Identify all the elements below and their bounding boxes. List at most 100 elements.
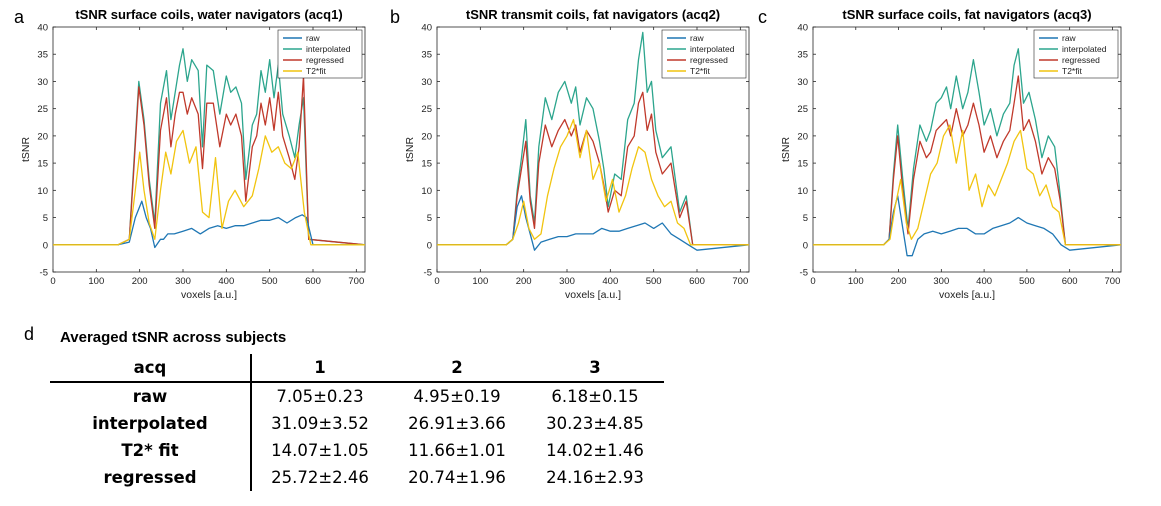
- y-tick-label: 30: [797, 77, 808, 88]
- y-tick-label: 10: [421, 186, 432, 197]
- header-acq3: 3: [526, 354, 664, 383]
- x-tick-label: 500: [262, 276, 278, 287]
- x-tick-label: 600: [1062, 276, 1078, 287]
- chart-panel-1: a tSNR surface coils, water navigators (a…: [14, 7, 366, 301]
- chart-title: tSNR surface coils, water navigators (ac…: [75, 7, 342, 22]
- y-tick-label: 15: [37, 159, 48, 170]
- table-title: Averaged tSNR across subjects: [60, 329, 287, 346]
- series-line-interpolated: [813, 48, 1121, 246]
- series-line-regressed: [437, 91, 749, 246]
- series-line-raw: [53, 200, 365, 249]
- cell: 25.72±2.46: [271, 468, 369, 487]
- x-tick-label: 700: [1105, 276, 1121, 287]
- legend-entry: raw: [690, 33, 705, 43]
- y-axis-label: tSNR: [20, 137, 32, 163]
- x-tick-label: 200: [516, 276, 532, 287]
- y-tick-label: 25: [37, 104, 48, 115]
- cell: 4.95±0.19: [413, 387, 501, 406]
- cell: 24.16±2.93: [546, 468, 644, 487]
- header-acq: acq: [50, 354, 252, 383]
- y-tick-label: 35: [37, 50, 48, 61]
- legend-entry: interpolated: [690, 44, 735, 54]
- y-tick-label: -5: [40, 268, 48, 279]
- x-axis-label: voxels [a.u.]: [939, 289, 995, 301]
- legend-entry: interpolated: [1062, 44, 1107, 54]
- legend-entry: interpolated: [306, 44, 351, 54]
- chart-panel-3: c tSNR surface coils, fat navigators (acq…: [758, 7, 1122, 301]
- x-tick-label: 400: [602, 276, 618, 287]
- x-axis-label: voxels [a.u.]: [565, 289, 621, 301]
- chart-panel-2: b tSNR transmit coils, fat navigators (ac…: [390, 7, 750, 301]
- header-acq1: 1: [251, 354, 388, 383]
- x-tick-label: 700: [732, 276, 748, 287]
- y-tick-label: -5: [800, 268, 808, 279]
- table-header-row: acq 1 2 3: [50, 354, 664, 383]
- row-label: T2* fit: [50, 437, 252, 464]
- table-row: raw 7.05±0.23 4.95±0.19 6.18±0.15: [50, 382, 664, 410]
- y-tick-label: 30: [37, 77, 48, 88]
- y-tick-label: 5: [427, 213, 432, 224]
- y-tick-label: 25: [797, 104, 808, 115]
- chart-title: tSNR transmit coils, fat navigators (acq…: [466, 7, 720, 22]
- cell: 20.74±1.96: [408, 468, 506, 487]
- x-tick-label: 200: [132, 276, 148, 287]
- y-tick-label: 10: [797, 186, 808, 197]
- x-tick-label: 100: [848, 276, 864, 287]
- row-label: raw: [50, 382, 252, 410]
- panel-letter: a: [14, 7, 25, 27]
- y-tick-label: 40: [797, 23, 808, 34]
- y-tick-label: 0: [427, 240, 432, 251]
- series-line-t2fit: [437, 118, 749, 246]
- legend-entry: regressed: [690, 55, 728, 65]
- x-tick-label: 500: [1019, 276, 1035, 287]
- cell: 31.09±3.52: [271, 414, 369, 433]
- header-acq2: 2: [388, 354, 526, 383]
- y-tick-label: 40: [37, 23, 48, 34]
- charts-figure: a tSNR surface coils, water navigators (a…: [14, 7, 1122, 301]
- x-tick-label: 300: [933, 276, 949, 287]
- series-line-raw: [813, 195, 1121, 257]
- y-tick-label: 30: [421, 77, 432, 88]
- x-tick-label: 600: [305, 276, 321, 287]
- x-tick-label: 100: [88, 276, 104, 287]
- x-tick-label: 700: [348, 276, 364, 287]
- table-row: regressed 25.72±2.46 20.74±1.96 24.16±2.…: [50, 464, 664, 491]
- y-tick-label: 5: [803, 213, 808, 224]
- y-tick-label: 0: [43, 240, 48, 251]
- cell: 7.05±0.23: [276, 387, 364, 406]
- legend-entry: raw: [1062, 33, 1077, 43]
- cell: 30.23±4.85: [546, 414, 644, 433]
- x-tick-label: 400: [218, 276, 234, 287]
- legend-entry: raw: [306, 33, 321, 43]
- panel-letter: b: [390, 7, 400, 27]
- legend-entry: T2*fit: [690, 66, 710, 76]
- table-row: interpolated 31.09±3.52 26.91±3.66 30.23…: [50, 410, 664, 437]
- legend-entry: T2*fit: [306, 66, 326, 76]
- chart-title: tSNR surface coils, fat navigators (acq3…: [842, 7, 1091, 22]
- y-tick-label: 0: [803, 240, 808, 251]
- x-tick-label: 600: [689, 276, 705, 287]
- y-tick-label: 15: [421, 159, 432, 170]
- y-tick-label: 35: [797, 50, 808, 61]
- y-tick-label: 20: [797, 131, 808, 142]
- x-axis-label: voxels [a.u.]: [181, 289, 237, 301]
- series-line-t2fit: [53, 129, 365, 246]
- cell: 14.02±1.46: [546, 441, 644, 460]
- y-tick-label: 20: [421, 131, 432, 142]
- y-tick-label: 25: [421, 104, 432, 115]
- x-tick-label: 400: [976, 276, 992, 287]
- series-line-raw: [437, 195, 749, 251]
- legend-entry: regressed: [306, 55, 344, 65]
- y-tick-label: 10: [37, 186, 48, 197]
- x-tick-label: 500: [646, 276, 662, 287]
- cell: 14.07±1.05: [271, 441, 369, 460]
- x-tick-label: 0: [434, 276, 439, 287]
- y-axis-label: tSNR: [780, 137, 792, 163]
- panel-letter-d: d: [24, 324, 35, 344]
- row-label: interpolated: [50, 410, 252, 437]
- x-tick-label: 200: [891, 276, 907, 287]
- y-tick-label: 20: [37, 131, 48, 142]
